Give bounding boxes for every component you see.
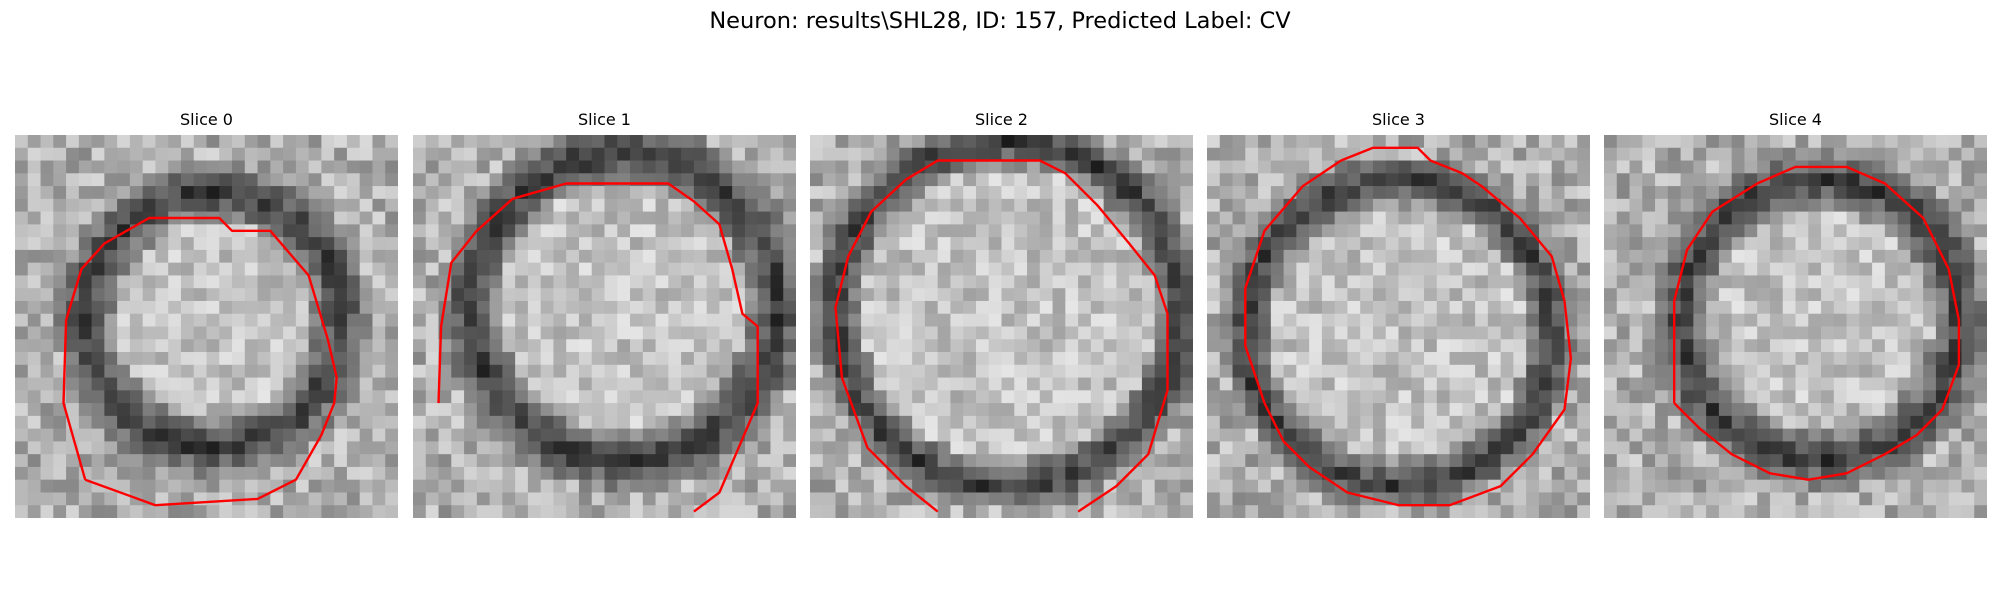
slice-image-3 <box>1207 135 1590 518</box>
slice-panel-4: Slice 4 <box>1604 110 1987 520</box>
segmentation-contour <box>834 159 1169 513</box>
slice-image-1 <box>413 135 796 518</box>
slice-title-1: Slice 1 <box>578 110 631 129</box>
slice-panel-2: Slice 2 <box>810 110 1193 520</box>
micrograph-pixels <box>1604 135 1987 518</box>
micrograph-pixels <box>810 135 1193 518</box>
slice-title-3: Slice 3 <box>1372 110 1425 129</box>
slice-panel-1: Slice 1 <box>413 110 796 520</box>
segmentation-contour <box>1672 165 1961 481</box>
figure-title: Neuron: results\SHL28, ID: 157, Predicte… <box>709 8 1291 34</box>
slice-panel-0: Slice 0 <box>15 110 398 520</box>
slice-image-2 <box>810 135 1193 518</box>
slice-title-0: Slice 0 <box>180 110 233 129</box>
segmentation-contour <box>1244 146 1573 507</box>
slice-title-4: Slice 4 <box>1769 110 1822 129</box>
micrograph-pixels <box>15 135 398 518</box>
micrograph-pixels <box>1207 135 1590 518</box>
segmentation-contour <box>437 182 759 513</box>
micrograph-pixels <box>413 135 796 518</box>
slice-image-0 <box>15 135 398 518</box>
slice-image-4 <box>1604 135 1987 518</box>
slice-title-2: Slice 2 <box>975 110 1028 129</box>
segmentation-contour <box>62 216 338 507</box>
slice-panel-3: Slice 3 <box>1207 110 1590 520</box>
